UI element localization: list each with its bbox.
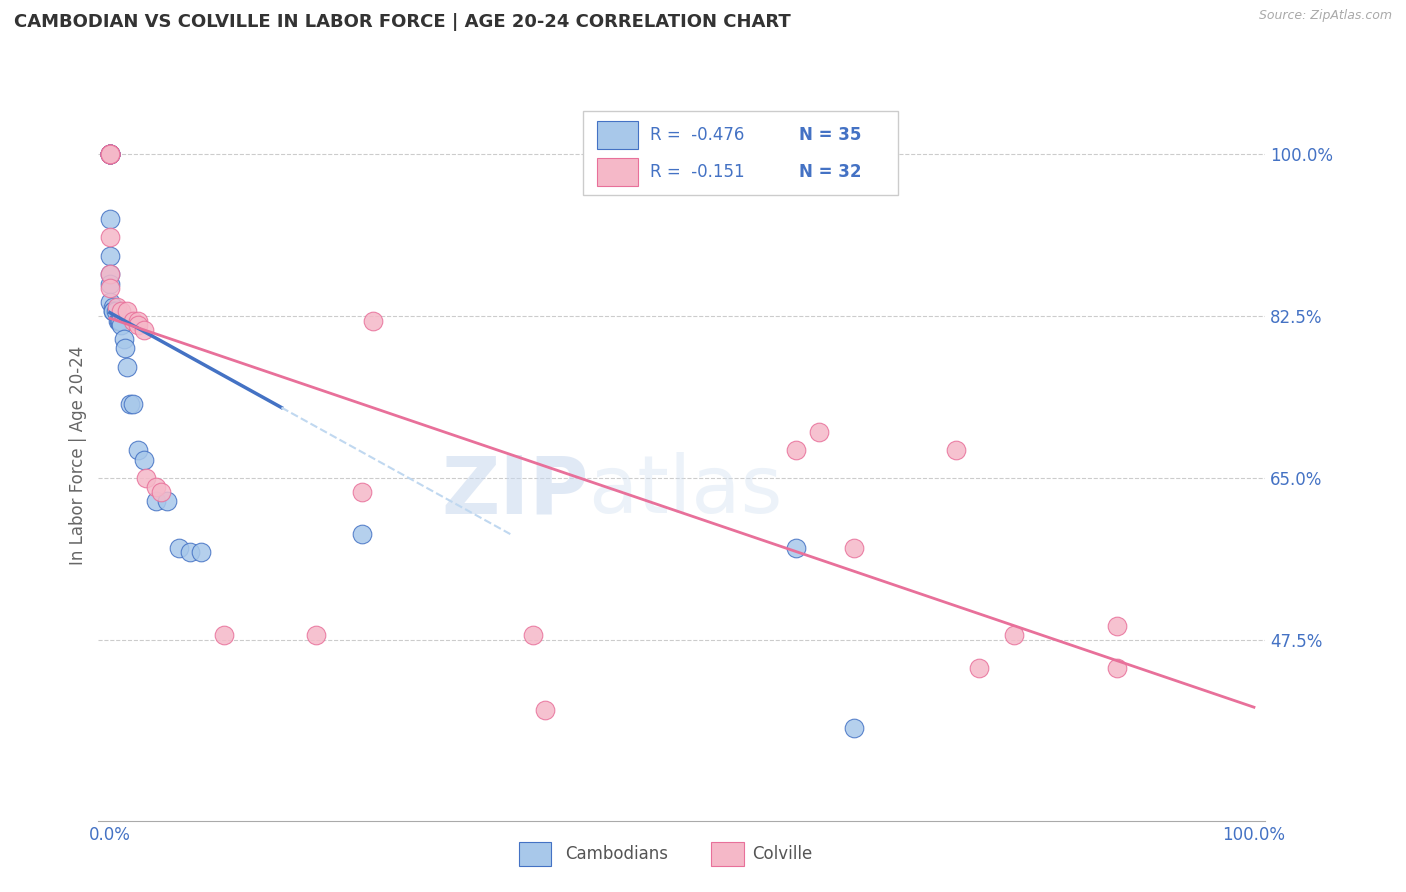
Point (214, 628, 236, 642)
Point (110, 318, 132, 333)
Point (145, 494, 167, 508)
Point (98, 147, 121, 161)
Point (110, 304, 132, 318)
Text: R =  -0.151: R = -0.151 (651, 163, 745, 181)
Point (98, 211, 121, 226)
Point (533, 702, 555, 716)
Point (98, 295, 121, 310)
Point (107, 313, 129, 327)
Point (522, 628, 544, 642)
Bar (711, 842, 744, 866)
Point (134, 452, 156, 467)
Point (120, 397, 142, 411)
Bar (596, 158, 637, 186)
Point (350, 485, 373, 500)
Text: Source: ZipAtlas.com: Source: ZipAtlas.com (1258, 9, 1392, 22)
Point (842, 541, 865, 555)
Text: Colville: Colville (752, 845, 813, 863)
FancyBboxPatch shape (582, 112, 898, 195)
Point (98, 249, 121, 263)
Point (945, 443, 967, 458)
Point (112, 332, 135, 346)
Text: N = 32: N = 32 (799, 163, 860, 181)
Text: Cambodians: Cambodians (565, 845, 668, 863)
Point (98, 268, 121, 282)
Point (167, 541, 190, 555)
Y-axis label: In Labor Force | Age 20-24: In Labor Force | Age 20-24 (69, 345, 87, 565)
Point (969, 661, 991, 675)
Point (190, 545, 212, 559)
Point (785, 443, 807, 458)
Point (361, 313, 384, 327)
Point (103, 304, 125, 318)
Point (350, 526, 373, 541)
Point (115, 304, 138, 318)
Point (98, 147, 121, 161)
Point (127, 318, 149, 333)
Bar (519, 842, 551, 866)
Point (127, 313, 149, 327)
Point (98, 277, 121, 291)
Point (98, 147, 121, 161)
Point (98, 147, 121, 161)
Point (98, 230, 121, 244)
Point (121, 313, 143, 327)
Point (114, 342, 136, 356)
Point (134, 323, 156, 337)
Point (305, 628, 328, 642)
Point (108, 313, 131, 327)
Point (98, 147, 121, 161)
Point (842, 721, 865, 735)
Text: N = 35: N = 35 (799, 127, 860, 145)
Point (156, 494, 179, 508)
Point (98, 268, 121, 282)
Point (98, 281, 121, 295)
Text: R =  -0.476: R = -0.476 (651, 127, 745, 145)
Point (135, 471, 157, 485)
Point (103, 300, 125, 314)
Point (98, 147, 121, 161)
Point (150, 485, 173, 500)
Point (808, 425, 831, 439)
Point (98, 147, 121, 161)
Text: ZIP: ZIP (441, 452, 589, 531)
Point (115, 359, 138, 374)
Point (145, 480, 167, 494)
Text: atlas: atlas (589, 452, 783, 531)
Bar (596, 121, 637, 149)
Point (98, 147, 121, 161)
Point (103, 304, 125, 318)
Point (1105, 619, 1128, 633)
Point (1105, 661, 1128, 675)
Point (104, 304, 127, 318)
Point (98, 147, 121, 161)
Point (98, 147, 121, 161)
Point (98, 147, 121, 161)
Point (121, 397, 143, 411)
Point (785, 541, 807, 555)
Point (179, 545, 201, 559)
Point (1002, 628, 1025, 642)
Point (105, 300, 128, 314)
Text: CAMBODIAN VS COLVILLE IN LABOR FORCE | AGE 20-24 CORRELATION CHART: CAMBODIAN VS COLVILLE IN LABOR FORCE | A… (14, 13, 790, 31)
Point (98, 147, 121, 161)
Point (127, 443, 149, 458)
Point (108, 313, 131, 327)
